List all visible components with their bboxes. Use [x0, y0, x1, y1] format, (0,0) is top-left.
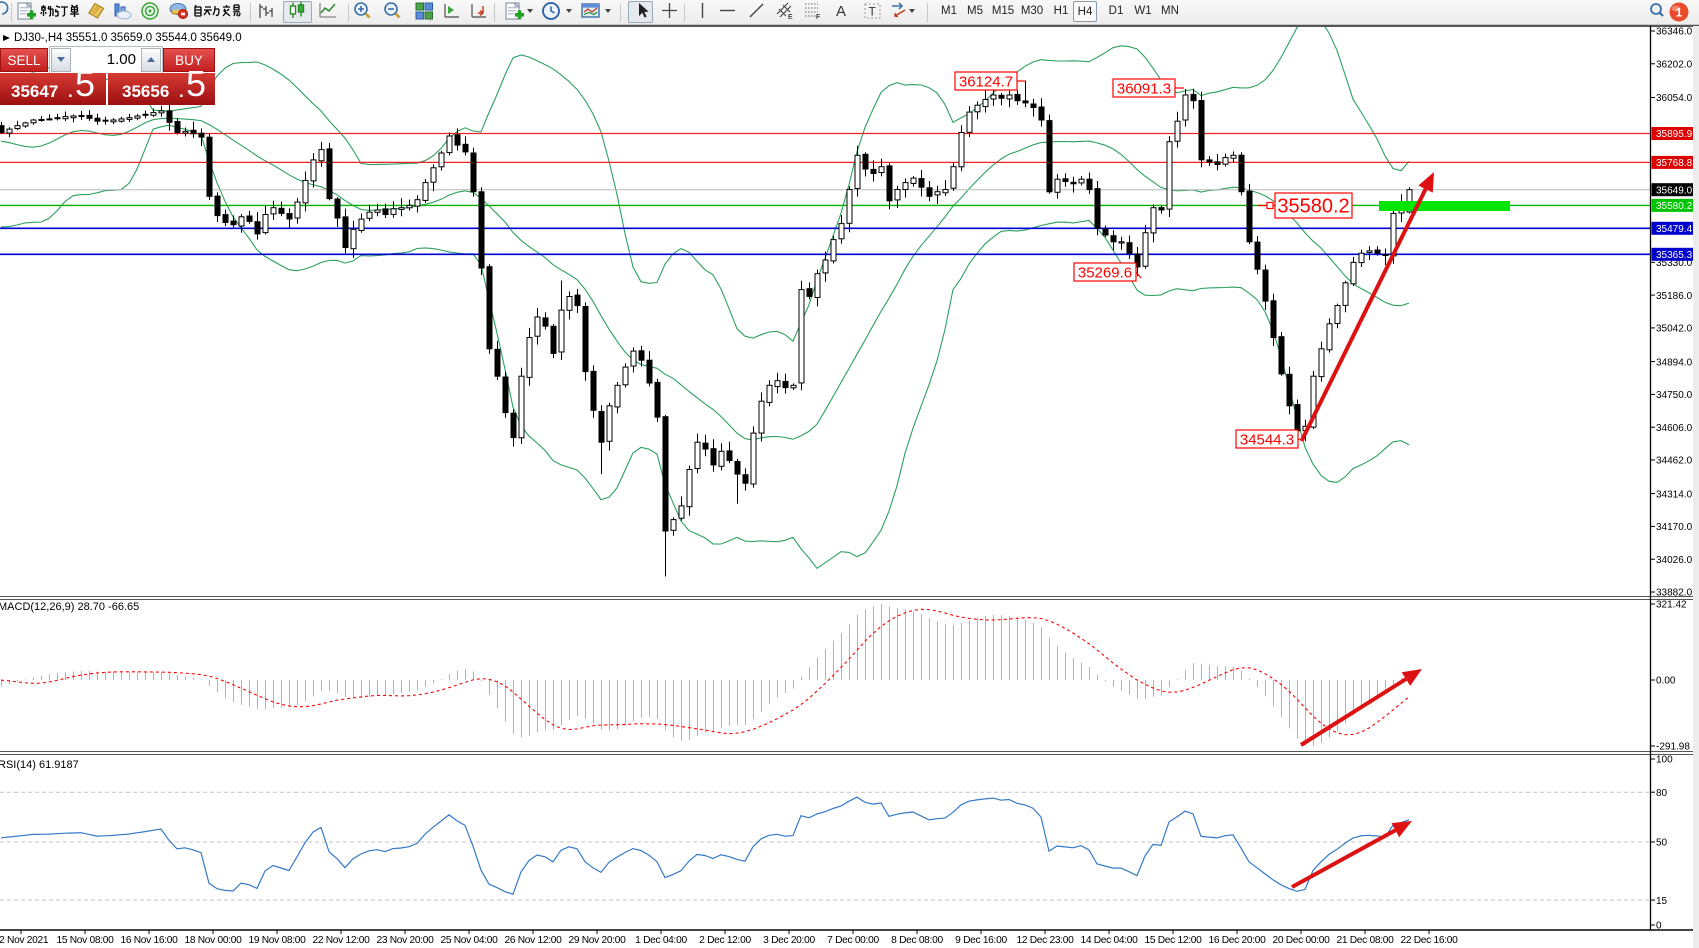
svg-text:T: T	[869, 5, 877, 19]
svg-text:E: E	[788, 14, 793, 21]
svg-text:26 Nov 12:00: 26 Nov 12:00	[504, 935, 562, 946]
svg-text:34750.0: 34750.0	[1656, 390, 1693, 401]
svg-text:35649.0: 35649.0	[1656, 185, 1693, 196]
svg-text:50: 50	[1656, 838, 1668, 849]
svg-text:DJ30-,H4 35551.0 35659.0 3554: DJ30-,H4 35551.0 35659.0 35544.0 35649.0	[14, 32, 242, 44]
svg-text:35186.0: 35186.0	[1656, 291, 1693, 302]
svg-text:34170.0: 34170.0	[1656, 522, 1693, 533]
svg-text:321.42: 321.42	[1656, 600, 1687, 611]
svg-text:35768.8: 35768.8	[1656, 158, 1693, 169]
svg-text:34026.0: 34026.0	[1656, 555, 1693, 566]
svg-text:34314.0: 34314.0	[1656, 489, 1693, 500]
svg-text:36346.0: 36346.0	[1656, 27, 1693, 38]
svg-text:35479.4: 35479.4	[1656, 224, 1693, 235]
svg-text:36054.0: 36054.0	[1656, 93, 1693, 104]
svg-text:19 Nov 08:00: 19 Nov 08:00	[248, 935, 306, 946]
svg-text:35269.6: 35269.6	[1078, 264, 1132, 281]
svg-text:12 Dec 23:00: 12 Dec 23:00	[1016, 935, 1074, 946]
svg-text:35580.2: 35580.2	[1277, 196, 1349, 218]
svg-text:18 Nov 00:00: 18 Nov 00:00	[184, 935, 242, 946]
svg-text:9 Dec 16:00: 9 Dec 16:00	[955, 935, 1007, 946]
svg-text:15: 15	[1656, 896, 1668, 907]
svg-text:34462.0: 34462.0	[1656, 456, 1693, 467]
svg-text:34544.3: 34544.3	[1240, 431, 1294, 448]
svg-text:21 Dec 08:00: 21 Dec 08:00	[1336, 935, 1394, 946]
svg-text:80: 80	[1656, 788, 1668, 799]
svg-text:-291.98: -291.98	[1656, 742, 1690, 753]
svg-text:33882.0: 33882.0	[1656, 588, 1693, 599]
svg-text:12 Nov 2021: 12 Nov 2021	[0, 935, 49, 946]
svg-text:34894.0: 34894.0	[1656, 357, 1693, 368]
svg-text:22 Nov 12:00: 22 Nov 12:00	[312, 935, 370, 946]
svg-text:35330.0: 35330.0	[1656, 258, 1693, 269]
svg-text:15 Dec 12:00: 15 Dec 12:00	[1144, 935, 1202, 946]
svg-text:RSI(14) 61.9187: RSI(14) 61.9187	[0, 759, 79, 771]
svg-text:35042.0: 35042.0	[1656, 324, 1693, 335]
svg-text:0.00: 0.00	[1656, 676, 1676, 687]
svg-text:22 Dec 16:00: 22 Dec 16:00	[1400, 935, 1458, 946]
svg-text:8 Dec 08:00: 8 Dec 08:00	[891, 935, 943, 946]
svg-text:36124.7: 36124.7	[959, 73, 1013, 90]
svg-text:35895.9: 35895.9	[1656, 129, 1693, 140]
svg-text:1 Dec 04:00: 1 Dec 04:00	[635, 935, 687, 946]
svg-text:A: A	[836, 3, 846, 20]
svg-text:7 Dec 00:00: 7 Dec 00:00	[827, 935, 879, 946]
svg-text:0: 0	[1656, 921, 1662, 932]
svg-text:16 Nov 16:00: 16 Nov 16:00	[120, 935, 178, 946]
svg-text:1: 1	[1676, 6, 1683, 20]
svg-text:20 Dec 00:00: 20 Dec 00:00	[1272, 935, 1330, 946]
svg-text:MACD(12,26,9) 28.70 -66.65: MACD(12,26,9) 28.70 -66.65	[0, 601, 139, 613]
svg-text:35365.3: 35365.3	[1656, 250, 1693, 261]
svg-text:100: 100	[1656, 755, 1673, 766]
svg-text:15 Nov 08:00: 15 Nov 08:00	[56, 935, 114, 946]
svg-text:F: F	[816, 14, 820, 21]
svg-text:23 Nov 20:00: 23 Nov 20:00	[376, 935, 434, 946]
svg-text:3 Dec 20:00: 3 Dec 20:00	[763, 935, 815, 946]
svg-text:29 Nov 20:00: 29 Nov 20:00	[568, 935, 626, 946]
svg-text:16 Dec 20:00: 16 Dec 20:00	[1208, 935, 1266, 946]
svg-text:35580.2: 35580.2	[1656, 201, 1693, 212]
svg-text:25 Nov 04:00: 25 Nov 04:00	[440, 935, 498, 946]
svg-text:34606.0: 34606.0	[1656, 423, 1693, 434]
svg-text:14 Dec 04:00: 14 Dec 04:00	[1080, 935, 1138, 946]
svg-text:36091.3: 36091.3	[1117, 80, 1171, 97]
svg-text:2 Dec 12:00: 2 Dec 12:00	[699, 935, 751, 946]
svg-text:36202.0: 36202.0	[1656, 60, 1693, 71]
